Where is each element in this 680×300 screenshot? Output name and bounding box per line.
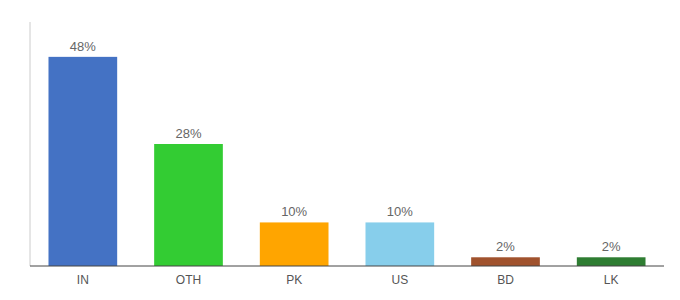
bars: [48, 57, 645, 266]
data-label: 2%: [602, 239, 621, 254]
data-label: 48%: [70, 39, 96, 54]
data-label: 28%: [175, 126, 201, 141]
data-labels: 48% 28% 10% 10% 2% 2%: [70, 39, 621, 254]
x-tick-label: BD: [497, 273, 514, 287]
x-tick-label: LK: [604, 273, 619, 287]
x-tick-label: PK: [286, 273, 302, 287]
bar: [260, 222, 329, 266]
bar: [48, 57, 117, 266]
y-range-line: [30, 22, 31, 266]
chart: 48% 28% 10% 10% 2% 2% IN OTH PK US BD LK: [0, 0, 680, 300]
bar: [577, 257, 646, 266]
bar: [365, 222, 434, 266]
x-tick-label: IN: [77, 273, 89, 287]
x-tick-label: US: [391, 273, 408, 287]
data-label: 10%: [281, 204, 307, 219]
chart-container: 48% 28% 10% 10% 2% 2% IN OTH PK US BD LK: [0, 0, 680, 300]
x-tick-label: OTH: [176, 273, 201, 287]
data-label: 2%: [496, 239, 515, 254]
x-axis-line: [30, 266, 664, 267]
bar: [154, 144, 223, 266]
data-label: 10%: [387, 204, 413, 219]
x-tick-labels: IN OTH PK US BD LK: [77, 273, 619, 287]
bar: [471, 257, 540, 266]
